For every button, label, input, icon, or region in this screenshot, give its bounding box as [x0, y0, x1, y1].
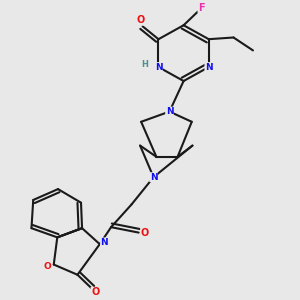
Text: O: O — [91, 287, 99, 297]
Text: N: N — [155, 63, 162, 72]
Text: F: F — [198, 3, 205, 13]
Text: N: N — [205, 63, 213, 72]
Text: N: N — [100, 238, 108, 247]
Text: O: O — [44, 262, 51, 271]
Text: N: N — [150, 173, 158, 182]
Text: H: H — [142, 60, 148, 69]
Text: O: O — [137, 15, 145, 25]
Text: N: N — [166, 107, 173, 116]
Text: O: O — [141, 228, 149, 238]
